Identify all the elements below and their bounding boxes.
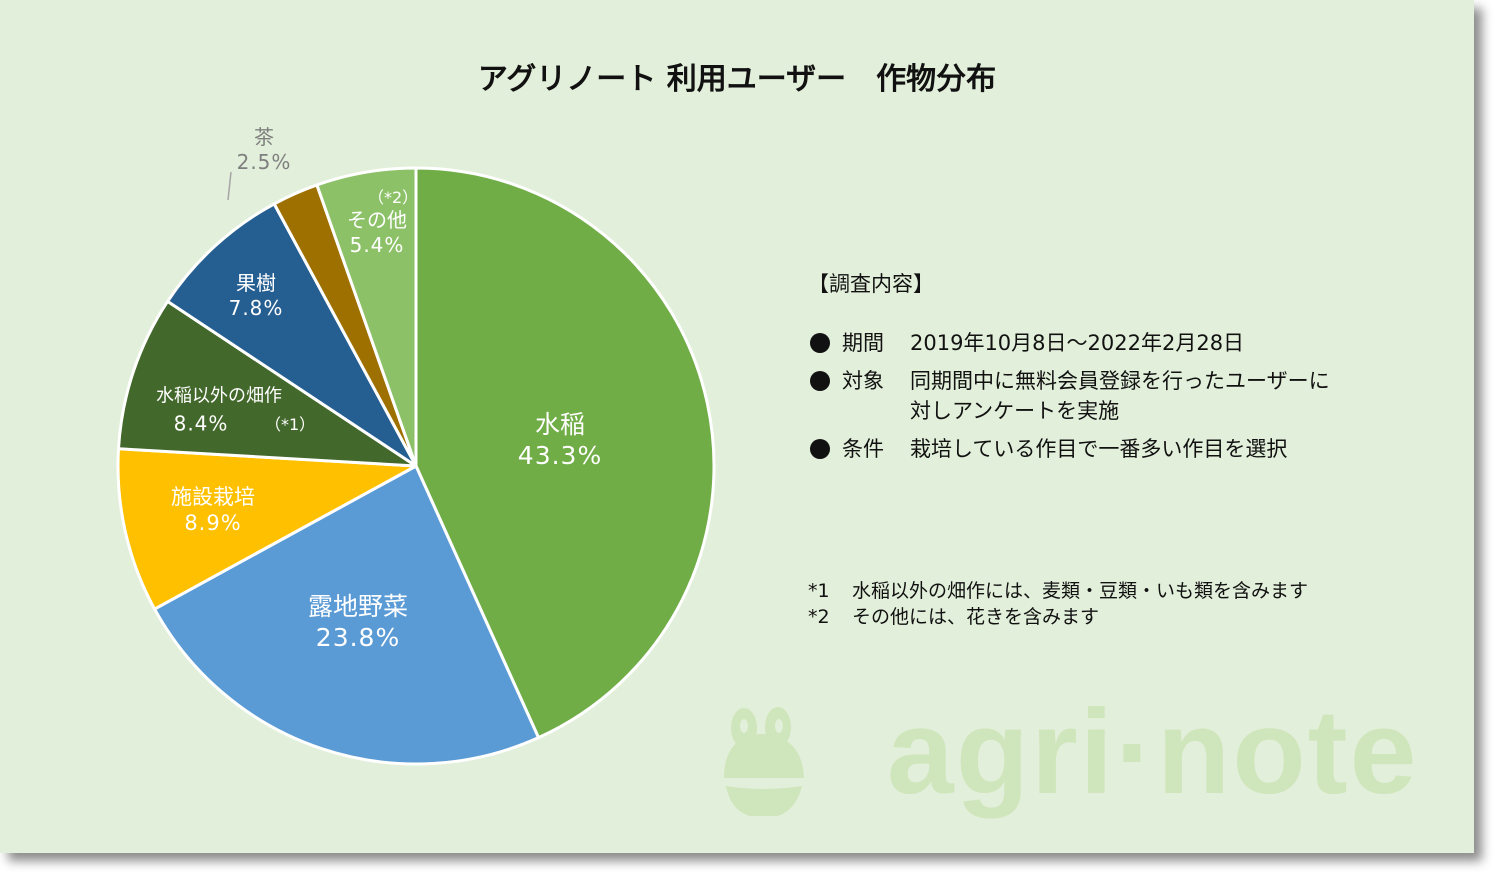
survey-row-condition: 条件 栽培している作目で一番多い作目を選択 [808,434,1410,464]
bullet-icon [808,331,832,355]
note-tag-2: （*2） [368,188,419,207]
slice-label-rice: 水稲 43.3% [517,409,603,470]
slice-label-fruit-trees: 果樹 7.8% [228,271,284,320]
logo-text: agri·note [887,685,1419,819]
pie-slice-1 [153,464,541,766]
pie-slice-4 [166,202,418,468]
note-tag-1: （*1） [265,415,316,434]
pie-chart [116,166,716,766]
pie-slice-2 [116,447,418,611]
bullet-icon [808,437,832,461]
pie-slice-6 [315,166,418,468]
slice-label-greenhouse: 施設栽培 8.9% [171,484,255,535]
frog-icon [724,707,804,816]
pie-slice-3 [117,299,418,468]
pie-slice-0 [414,166,716,740]
survey-info: 【調査内容】 期間 2019年10月8日～2022年2月28日 対象 同期間中に… [808,268,1410,472]
survey-heading: 【調査内容】 [808,272,934,296]
chart-title: アグリノート 利用ユーザー 作物分布 [477,62,997,97]
slice-label-tea: 茶 2.5% [236,125,292,174]
survey-row-target: 対象 同期間中に無料会員登録を行ったユーザーに 対しアンケートを実施 [808,366,1410,426]
agri-note-logo: agri·note [722,692,1432,816]
bullet-icon [808,369,832,393]
footnote-1: *1 水稲以外の畑作には、麦類・豆類・いも類を含みます [808,580,1309,602]
slice-label-upland-crops: 水稲以外の畑作 8.4% [156,385,282,436]
footnotes: *1 水稲以外の畑作には、麦類・豆類・いも類を含みます *2 その他には、花きを… [808,578,1308,630]
slice-label-other: その他 5.4% [347,208,407,257]
chart-card: アグリノート 利用ユーザー 作物分布 水稲 43.3% 露地野菜 23.8% 施… [0,0,1474,853]
survey-row-period: 期間 2019年10月8日～2022年2月28日 [808,328,1410,358]
tea-leader-line [227,171,232,201]
slice-label-open-field-vegetables: 露地野菜 23.8% [307,591,409,652]
footnote-2: *2 その他には、花きを含みます [808,606,1100,628]
